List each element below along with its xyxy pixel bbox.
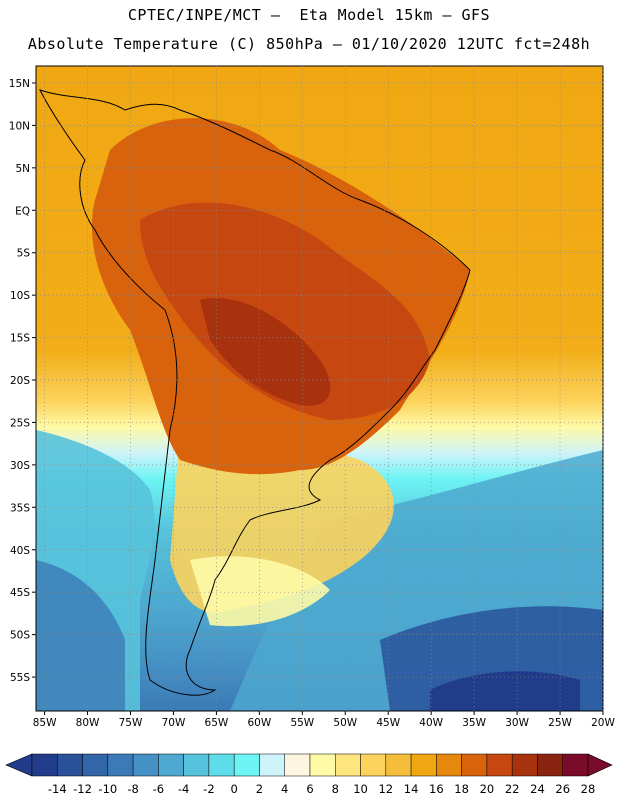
colorbar-swatch xyxy=(57,753,83,777)
lat-label: 5S xyxy=(17,248,31,260)
colorbar-tick-label: -8 xyxy=(127,782,139,796)
lon-label: 85W xyxy=(33,717,57,729)
colorbar-swatch xyxy=(461,753,488,777)
colorbar xyxy=(5,753,613,777)
colorbar-swatch xyxy=(132,753,159,777)
colorbar-tick-label: -10 xyxy=(98,782,118,796)
colorbar-swatch xyxy=(31,753,58,777)
colorbar-right-arrow xyxy=(587,753,613,777)
graticule xyxy=(36,66,604,711)
lat-label: 15N xyxy=(9,78,30,90)
lon-label: 80W xyxy=(76,717,100,729)
colorbar-tick-label: 0 xyxy=(230,782,238,796)
colorbar-tick-label: 26 xyxy=(555,782,571,796)
continent-hot-core xyxy=(140,202,430,420)
lon-label: 30W xyxy=(505,717,529,729)
colorbar-tick-label: 16 xyxy=(429,782,444,796)
colorbar-tick-label: 6 xyxy=(306,782,314,796)
lat-label: 25S xyxy=(10,417,30,429)
colorbar-tick-label: 18 xyxy=(454,782,469,796)
colorbar-swatch xyxy=(436,753,462,777)
colorbar-tick-label: -6 xyxy=(152,782,165,796)
lon-label: 60W xyxy=(247,717,271,729)
chart-subtitle: Absolute Temperature (C) 850hPa – 01/10/… xyxy=(27,35,591,53)
colorbar-swatch xyxy=(385,753,412,777)
lon-label: 55W xyxy=(290,717,314,729)
lat-label: 15S xyxy=(10,333,30,345)
lat-label: 10S xyxy=(10,290,30,302)
chart-title: CPTEC/INPE/MCT – Eta Model 15km – GFS xyxy=(127,6,491,24)
colorbar-tick-label: 4 xyxy=(281,782,289,796)
lon-label: 75W xyxy=(119,717,143,729)
colorbar-tick-label: 28 xyxy=(580,782,596,796)
mild-tongue-south xyxy=(190,556,330,627)
colorbar-swatch xyxy=(309,753,336,777)
colorbar-swatch xyxy=(158,753,184,777)
lat-label: 5N xyxy=(15,163,30,175)
colorbar-tick-label: -14 xyxy=(47,782,67,796)
colorbar-tick-label: 8 xyxy=(331,782,339,796)
colorbar-swatch xyxy=(562,753,589,777)
colorbar-swatch xyxy=(284,753,311,777)
cold-field-west-deep xyxy=(36,560,125,711)
colorbar-swatch xyxy=(360,753,387,777)
lat-label: 50S xyxy=(10,630,30,642)
lon-label: 35W xyxy=(462,717,486,729)
cold-core-southeast xyxy=(430,671,580,711)
colorbar-swatch xyxy=(82,753,109,777)
colorbar-tick-label: 2 xyxy=(255,782,264,796)
colorbar-swatch xyxy=(486,753,513,777)
colorbar-tick-label: 10 xyxy=(353,782,368,796)
lon-label: 65W xyxy=(205,717,229,729)
lat-label: 35S xyxy=(10,502,30,514)
continent-hottest-core xyxy=(200,298,331,406)
colorbar-tick-label: -4 xyxy=(177,782,190,796)
lat-label: 40S xyxy=(10,545,30,557)
lon-label: 40W xyxy=(419,717,443,729)
colorbar-tick-label: 20 xyxy=(479,782,495,796)
colorbar-tick-label: 24 xyxy=(530,782,545,796)
colorbar-swatch xyxy=(511,753,538,777)
lon-label: 50W xyxy=(333,717,357,729)
lat-label: EQ xyxy=(15,205,30,217)
colorbar-tick-label: 12 xyxy=(378,782,394,796)
lon-label: 45W xyxy=(376,717,400,729)
longitude-axis: 85W 80W 75W 70W 65W 60W 55W 50W 45W 40W 35W 30W 25W 2… xyxy=(33,711,615,729)
colorbar-tick-label: -2 xyxy=(203,782,215,796)
colorbar-swatch xyxy=(410,753,437,777)
lat-label: 30S xyxy=(10,460,30,472)
colorbar-tick-label: -12 xyxy=(73,782,92,796)
lat-label: 45S xyxy=(10,587,30,599)
plot-frame xyxy=(35,65,604,712)
lon-label: 20W xyxy=(591,717,615,729)
lon-label: 25W xyxy=(548,717,572,729)
lon-label: 70W xyxy=(162,717,186,729)
colorbar-tick-label: 22 xyxy=(504,782,520,796)
colorbar-swatch xyxy=(259,753,285,777)
latitude-axis: 15N 10N 5N EQ 5S 10S 15S 20S 25S 30S 35S 40S 45S 50S 5… xyxy=(9,78,36,684)
colorbar-tick-label: 14 xyxy=(403,782,419,796)
colorbar-left-arrow xyxy=(5,753,33,777)
colorbar-swatch xyxy=(537,753,563,777)
colorbar-swatch xyxy=(335,753,361,777)
colorbar-swatch xyxy=(107,753,134,777)
colorbar-swatch xyxy=(208,753,235,777)
colorbar-swatch xyxy=(233,753,260,777)
lat-label: 10N xyxy=(9,120,30,132)
lat-label: 55S xyxy=(10,672,30,684)
lat-label: 20S xyxy=(10,375,30,387)
colorbar-swatch xyxy=(183,753,210,777)
